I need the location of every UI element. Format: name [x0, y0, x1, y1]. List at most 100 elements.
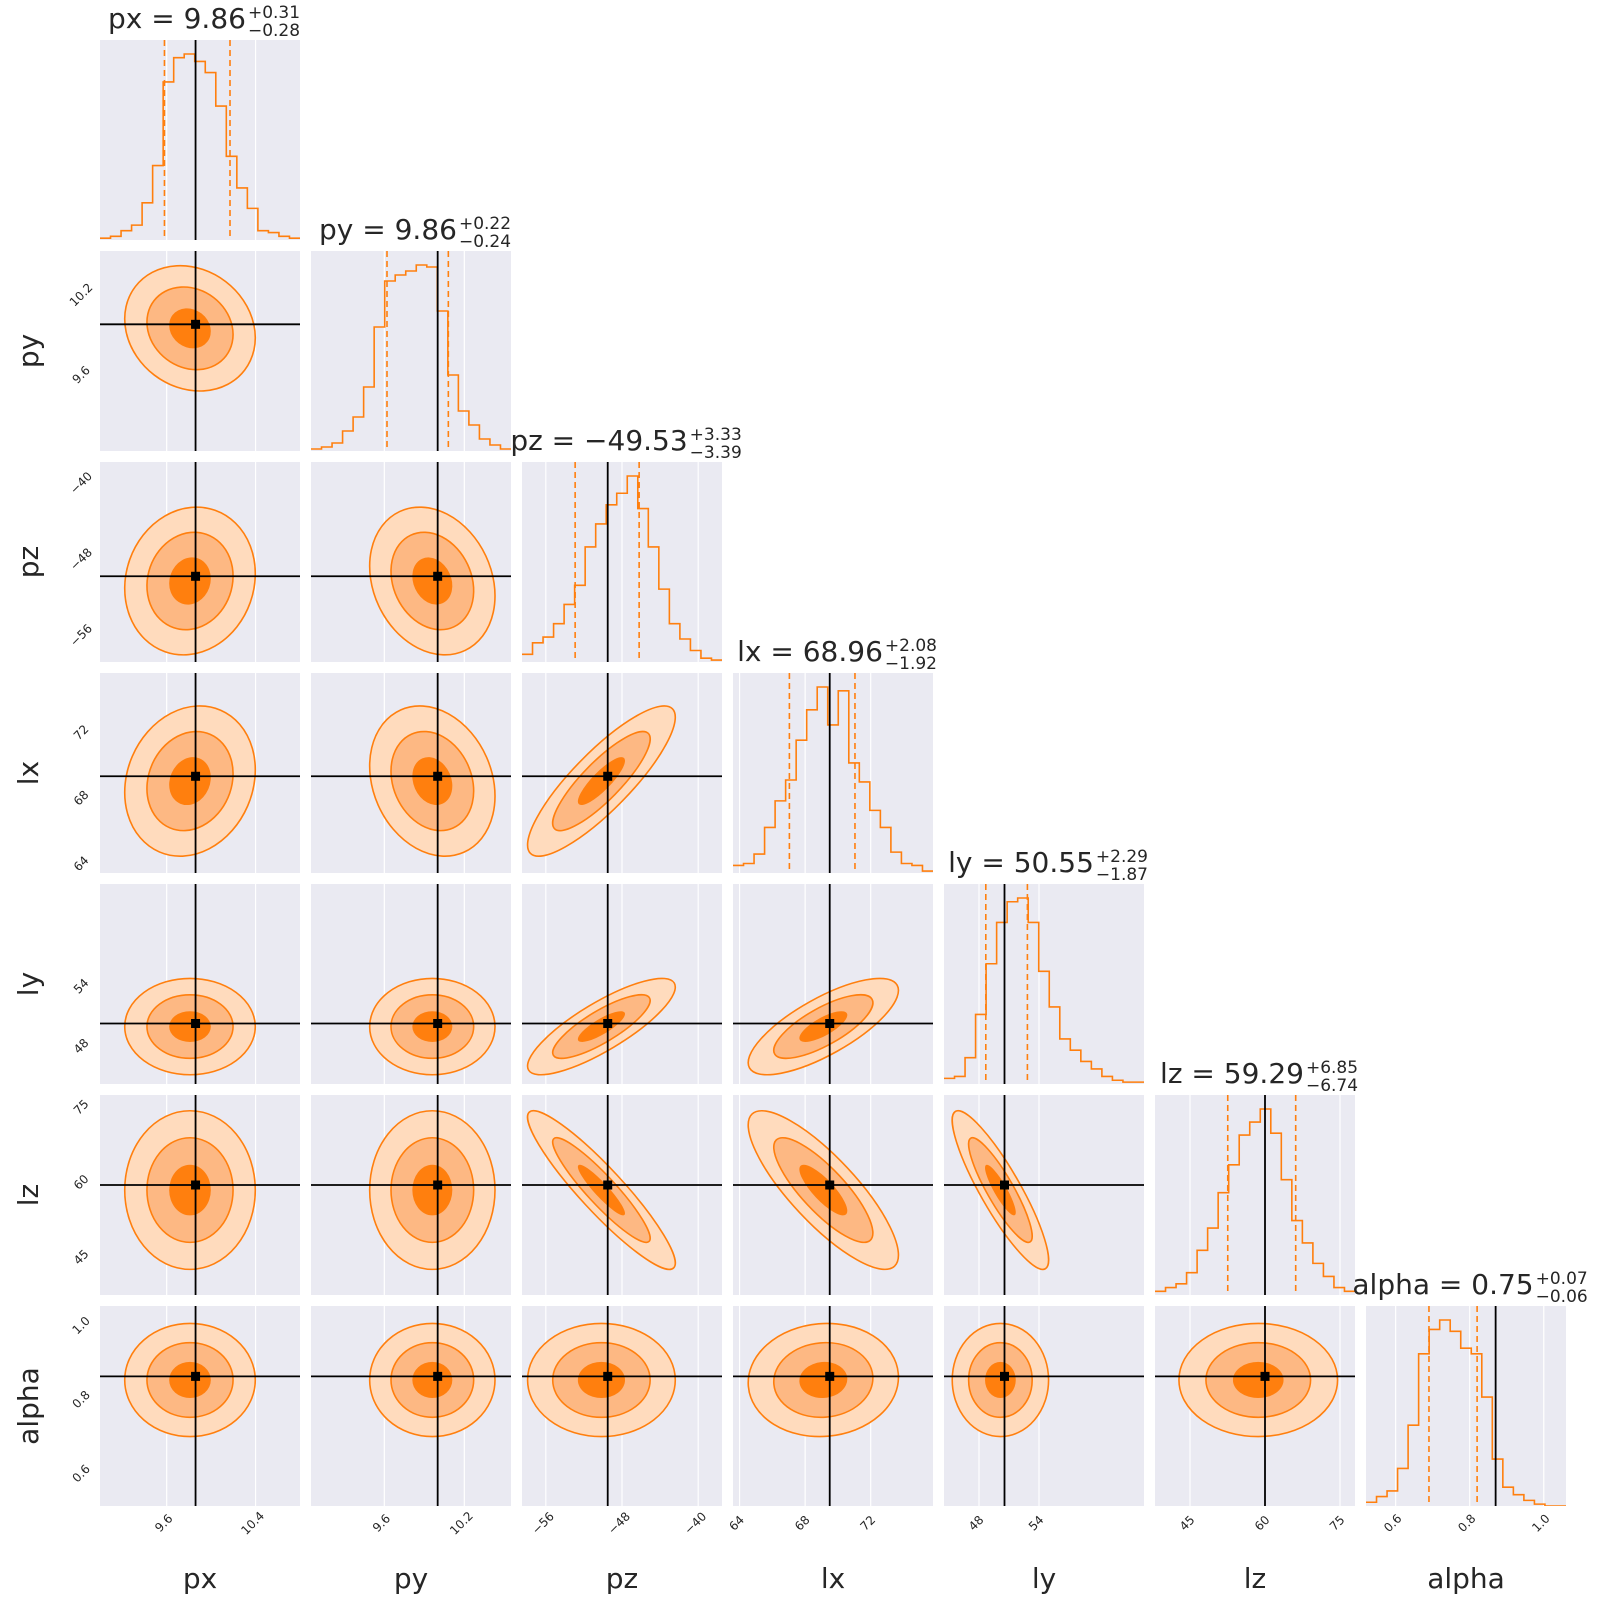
- truth-marker: [433, 1019, 443, 1028]
- y-axis-label-lx: lx: [12, 761, 45, 785]
- contour-level-3: [799, 1011, 848, 1042]
- panel-content: [100, 884, 300, 1084]
- title-main: lx = 68.96: [737, 635, 883, 668]
- panel-lz-lz: lz = 59.29 +6.85−6.74: [1155, 1057, 1358, 1295]
- truth-marker: [1260, 1371, 1270, 1381]
- y-tick-label: 9.6: [69, 363, 92, 386]
- x-axis-label-alpha: alpha: [1427, 1562, 1505, 1595]
- panel-content: [100, 251, 300, 451]
- histogram-px: [100, 53, 300, 239]
- truth-marker: [191, 771, 201, 781]
- x-tick-label: 0.8: [1455, 1511, 1478, 1534]
- contours-ly-py: [368, 977, 496, 1076]
- y-tick-label: 48: [71, 1036, 92, 1057]
- contour-level-3: [412, 557, 453, 605]
- contour-level-3: [577, 1164, 625, 1216]
- title-minus: −0.24: [459, 232, 511, 252]
- truth-marker: [825, 1019, 835, 1028]
- panel-pz-pz: pz = −49.53 +3.33−3.39: [510, 424, 742, 662]
- contour-level-3: [412, 1361, 453, 1399]
- truth-marker: [191, 571, 201, 581]
- truth-marker: [433, 571, 443, 581]
- panel-py-px: 9.6 10.2 py: [12, 251, 300, 451]
- panel-content: [733, 1306, 933, 1506]
- histogram-lx: [733, 686, 933, 872]
- contour-level-3: [169, 557, 211, 605]
- histogram-alpha: [1366, 1319, 1566, 1506]
- panel-alpha-ly: 48 54 ly: [944, 1306, 1144, 1595]
- contours-pz-py: [368, 506, 496, 656]
- title-main: px = 9.86: [108, 2, 246, 35]
- contours-lz-px: [123, 1109, 257, 1271]
- panel-lx-lx: lx = 68.96 +2.08−1.92: [733, 635, 937, 873]
- x-tick-label: 9.6: [152, 1511, 175, 1534]
- title-minus: −1.92: [885, 654, 937, 674]
- panel-content: [522, 1095, 722, 1295]
- x-tick-label: 68: [792, 1513, 813, 1534]
- panel-lz-pz: [522, 1095, 722, 1295]
- title-main: lz = 59.29: [1160, 1057, 1304, 1090]
- panel-background: [733, 673, 933, 873]
- truth-marker: [191, 1371, 201, 1381]
- panel-content: [311, 884, 511, 1084]
- x-axis-label-ly: ly: [1032, 1562, 1056, 1595]
- title-plus: +2.08: [885, 636, 937, 656]
- contour-level-3: [577, 1361, 626, 1399]
- panel-alpha-lx: 64 68 72 lx: [726, 1306, 933, 1595]
- contour-level-3: [169, 1361, 211, 1399]
- x-axis-label-px: px: [183, 1562, 217, 1595]
- truth-marker: [825, 1180, 835, 1190]
- panel-title-pz: pz = −49.53: [510, 424, 687, 457]
- x-tick-label: 1.0: [1529, 1511, 1552, 1534]
- truth-marker: [433, 1180, 443, 1190]
- panel-background: [1155, 1095, 1355, 1295]
- x-axis-label-pz: pz: [606, 1562, 638, 1595]
- y-axis-label-pz: pz: [12, 546, 45, 578]
- title-plus: +0.07: [1536, 1269, 1588, 1289]
- contour-level-3: [412, 1164, 453, 1216]
- contours-pz-px: [123, 506, 257, 656]
- y-tick-label: 72: [71, 722, 92, 743]
- panel-content: [522, 884, 722, 1084]
- panel-content: [100, 462, 300, 662]
- panel-content: [1155, 1306, 1355, 1506]
- contour-level-3: [169, 308, 211, 349]
- x-tick-label: −56: [529, 1509, 557, 1537]
- panel-ly-pz: [522, 884, 722, 1084]
- y-tick-label: −48: [67, 545, 95, 573]
- panel-alpha-alpha: alpha = 0.75 +0.07−0.06 0.6 0.8 1.0 alpha: [1352, 1268, 1587, 1595]
- truth-marker: [1000, 1180, 1009, 1190]
- y-axis-label-lz: lz: [12, 1184, 45, 1206]
- panel-content: [733, 884, 933, 1084]
- contour-level-3: [1232, 1361, 1284, 1399]
- contours-lx-py: [368, 705, 496, 857]
- title-main: pz = −49.53: [510, 424, 687, 457]
- panel-content: [311, 462, 511, 662]
- panel-content: [311, 1306, 511, 1506]
- panel-title-ly: ly = 50.55: [948, 846, 1094, 879]
- contour-level-3: [985, 1164, 1016, 1216]
- x-tick-label: −40: [681, 1509, 709, 1537]
- panel-title-py: py = 9.86: [319, 213, 457, 246]
- x-tick-label: 0.6: [1381, 1511, 1404, 1534]
- truth-marker: [191, 1180, 201, 1190]
- panel-content: [944, 1306, 1144, 1506]
- panel-background: [100, 40, 300, 240]
- panel-content: [100, 1306, 300, 1506]
- panel-ly-lx: [733, 884, 933, 1084]
- panel-alpha-px: 0.6 0.8 1.0 alpha 9.6 10.4 px: [12, 1306, 300, 1595]
- x-tick-label: 54: [1026, 1513, 1047, 1534]
- y-tick-label: 10.2: [67, 280, 96, 309]
- contours-lz-py: [368, 1109, 496, 1271]
- contour-level-3: [412, 1011, 453, 1042]
- truth-marker: [1000, 1371, 1009, 1381]
- truth-marker: [603, 1371, 613, 1381]
- y-axis-label-alpha: alpha: [12, 1367, 45, 1445]
- panel-background: [311, 251, 511, 451]
- panel-lz-ly: [944, 1095, 1144, 1295]
- title-main: alpha = 0.75: [1352, 1268, 1533, 1301]
- contours-py-px: [123, 264, 257, 392]
- contour-level-3: [799, 1361, 848, 1399]
- panel-content: [522, 673, 722, 873]
- x-tick-label: 60: [1252, 1513, 1273, 1534]
